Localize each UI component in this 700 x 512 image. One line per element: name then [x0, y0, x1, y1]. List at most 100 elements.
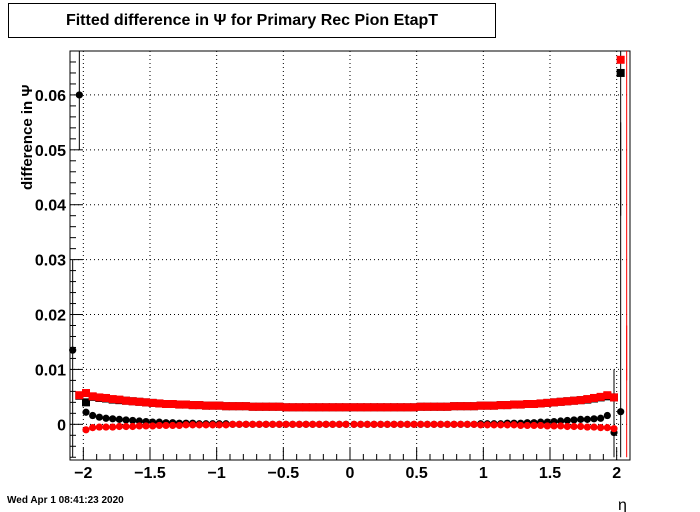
square-marker: [456, 402, 465, 411]
circle-marker: [302, 420, 310, 428]
circle-marker: [215, 421, 223, 429]
circle-marker: [182, 421, 190, 429]
square-marker: [383, 403, 392, 412]
square-marker: [356, 403, 365, 412]
circle-marker: [583, 423, 591, 431]
circle-marker: [570, 422, 578, 431]
square-marker: [135, 397, 144, 406]
square-marker: [115, 395, 124, 404]
square-marker: [416, 402, 425, 411]
square-marker: [175, 400, 184, 409]
circle-marker: [397, 420, 405, 428]
circle-marker: [335, 420, 343, 428]
square-marker: [248, 402, 257, 411]
x-tick-label: −1.5: [134, 465, 166, 482]
circle-marker: [135, 417, 143, 425]
circle-marker: [155, 421, 163, 430]
x-tick-label: 1: [479, 465, 488, 482]
square-marker: [570, 396, 578, 405]
circle-marker: [202, 421, 210, 429]
x-tick-label: −1: [208, 465, 226, 482]
square-marker: [523, 400, 532, 409]
square-marker: [596, 392, 605, 401]
square-marker: [556, 397, 565, 406]
circle-marker: [523, 421, 531, 430]
circle-marker: [282, 420, 290, 428]
y-tick-label: 0.06: [35, 88, 66, 105]
square-marker: [476, 401, 485, 410]
circle-marker: [417, 420, 425, 428]
y-tick-label: 0.05: [35, 143, 66, 160]
circle-marker: [590, 415, 598, 423]
circle-marker: [563, 422, 571, 431]
circle-marker: [329, 420, 337, 428]
y-tick-label: 0: [57, 417, 66, 434]
square-marker: [102, 393, 110, 402]
x-axis-label: η: [618, 497, 627, 512]
y-tick-label: 0.03: [35, 253, 66, 270]
error-bars: [72, 51, 628, 458]
circle-marker: [597, 414, 605, 422]
square-marker: [510, 400, 518, 409]
square-marker: [75, 391, 84, 400]
circle-marker: [289, 420, 297, 428]
square-marker: [516, 400, 525, 409]
square-marker: [315, 403, 324, 412]
circle-marker: [295, 420, 303, 428]
circle-marker: [457, 420, 465, 428]
square-marker: [215, 401, 224, 410]
circle-marker: [470, 420, 478, 428]
circle-marker: [249, 420, 257, 428]
square-marker: [308, 403, 317, 412]
circle-marker: [350, 420, 358, 428]
square-marker: [390, 403, 398, 412]
circle-marker: [115, 422, 123, 431]
square-marker: [235, 402, 244, 411]
square-marker: [576, 396, 585, 405]
y-tick-label: 0.04: [35, 198, 66, 215]
circle-marker: [550, 422, 558, 430]
circle-marker: [603, 411, 611, 420]
circle-marker: [309, 420, 317, 428]
circle-marker: [229, 420, 237, 428]
circle-marker: [423, 420, 431, 428]
grid-layer: [70, 51, 630, 460]
square-marker: [282, 403, 290, 412]
square-marker: [403, 403, 412, 412]
square-marker: [88, 392, 97, 401]
chart-title: Fitted difference in Ψ for Primary Rec P…: [65, 12, 439, 29]
circle-marker: [557, 417, 565, 425]
circle-marker: [129, 422, 137, 431]
circle-marker: [189, 421, 197, 429]
square-marker: [162, 400, 170, 409]
circle-marker: [315, 420, 323, 428]
circle-marker: [450, 420, 458, 428]
circle-marker: [610, 425, 618, 433]
square-marker: [450, 402, 458, 411]
circle-marker: [477, 421, 485, 429]
circle-marker: [135, 422, 143, 430]
circle-marker: [262, 420, 270, 428]
square-marker: [142, 398, 150, 407]
square-marker: [275, 402, 284, 411]
circle-marker: [510, 421, 518, 429]
circle-marker: [383, 420, 391, 428]
circle-marker: [142, 422, 150, 430]
circle-marker: [530, 421, 538, 430]
square-marker: [122, 396, 130, 405]
square-marker: [228, 402, 237, 411]
circle-marker: [590, 423, 598, 431]
square-marker: [583, 395, 592, 404]
circle-marker: [463, 420, 471, 428]
circle-marker: [115, 415, 123, 423]
circle-marker: [557, 422, 565, 430]
circle-marker: [370, 420, 378, 428]
square-marker: [616, 68, 625, 77]
square-marker: [82, 389, 90, 398]
square-marker: [436, 402, 445, 411]
circle-marker: [597, 424, 605, 432]
circle-marker: [169, 421, 177, 430]
square-marker: [202, 401, 210, 410]
square-marker: [295, 403, 304, 412]
